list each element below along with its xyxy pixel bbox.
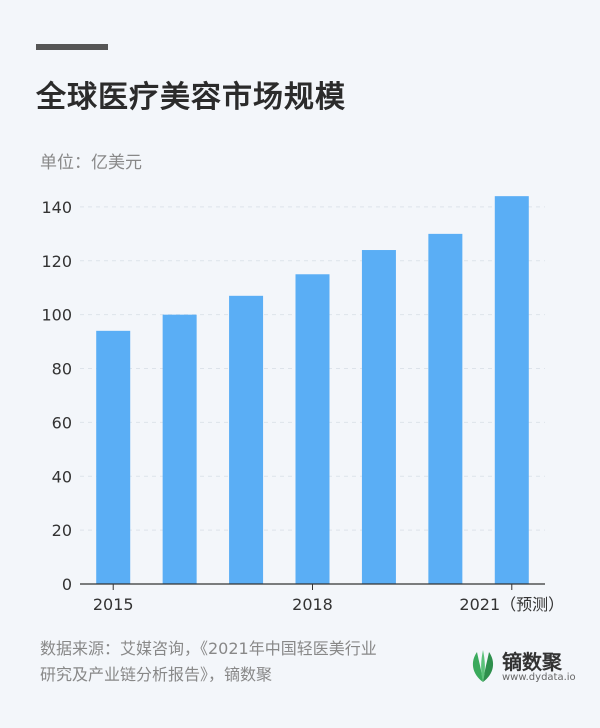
brand-block: 镝数聚 www.dydata.io — [468, 644, 578, 688]
brand-name: 镝数聚 — [502, 650, 562, 674]
y-tick-label: 20 — [52, 521, 72, 540]
y-tick-label: 140 — [41, 198, 72, 217]
source-line-1: 数据来源：艾媒咨询，《2021年中国轻医美行业 — [40, 639, 377, 658]
y-tick-label: 80 — [52, 360, 72, 379]
y-tick-label: 120 — [41, 252, 72, 271]
leaf-icon — [472, 650, 494, 682]
x-tick-label: 2021（预测） — [459, 595, 564, 614]
bar — [229, 295, 264, 584]
bar — [428, 233, 463, 584]
y-tick-label: 100 — [41, 306, 72, 325]
unit-label: 单位：亿美元 — [40, 153, 142, 173]
title-accent-rule — [36, 44, 108, 50]
bar — [361, 250, 396, 584]
y-tick-label: 60 — [52, 413, 72, 432]
bar — [162, 314, 197, 584]
y-tick-label: 0 — [62, 575, 72, 594]
source-line-2: 研究及产业链分析报告》，镝数聚 — [40, 665, 273, 684]
bar — [295, 274, 330, 584]
page-title: 全球医疗美容市场规模 — [36, 80, 346, 115]
source-note: 数据来源：艾媒咨询，《2021年中国轻医美行业 研究及产业链分析报告》，镝数聚 — [40, 636, 440, 688]
x-tick-label: 2015 — [93, 595, 134, 614]
x-tick-label: 2018 — [292, 595, 333, 614]
bar — [494, 196, 529, 584]
brand-url: www.dydata.io — [502, 672, 576, 683]
bar — [96, 330, 131, 584]
y-tick-label: 40 — [52, 467, 72, 486]
